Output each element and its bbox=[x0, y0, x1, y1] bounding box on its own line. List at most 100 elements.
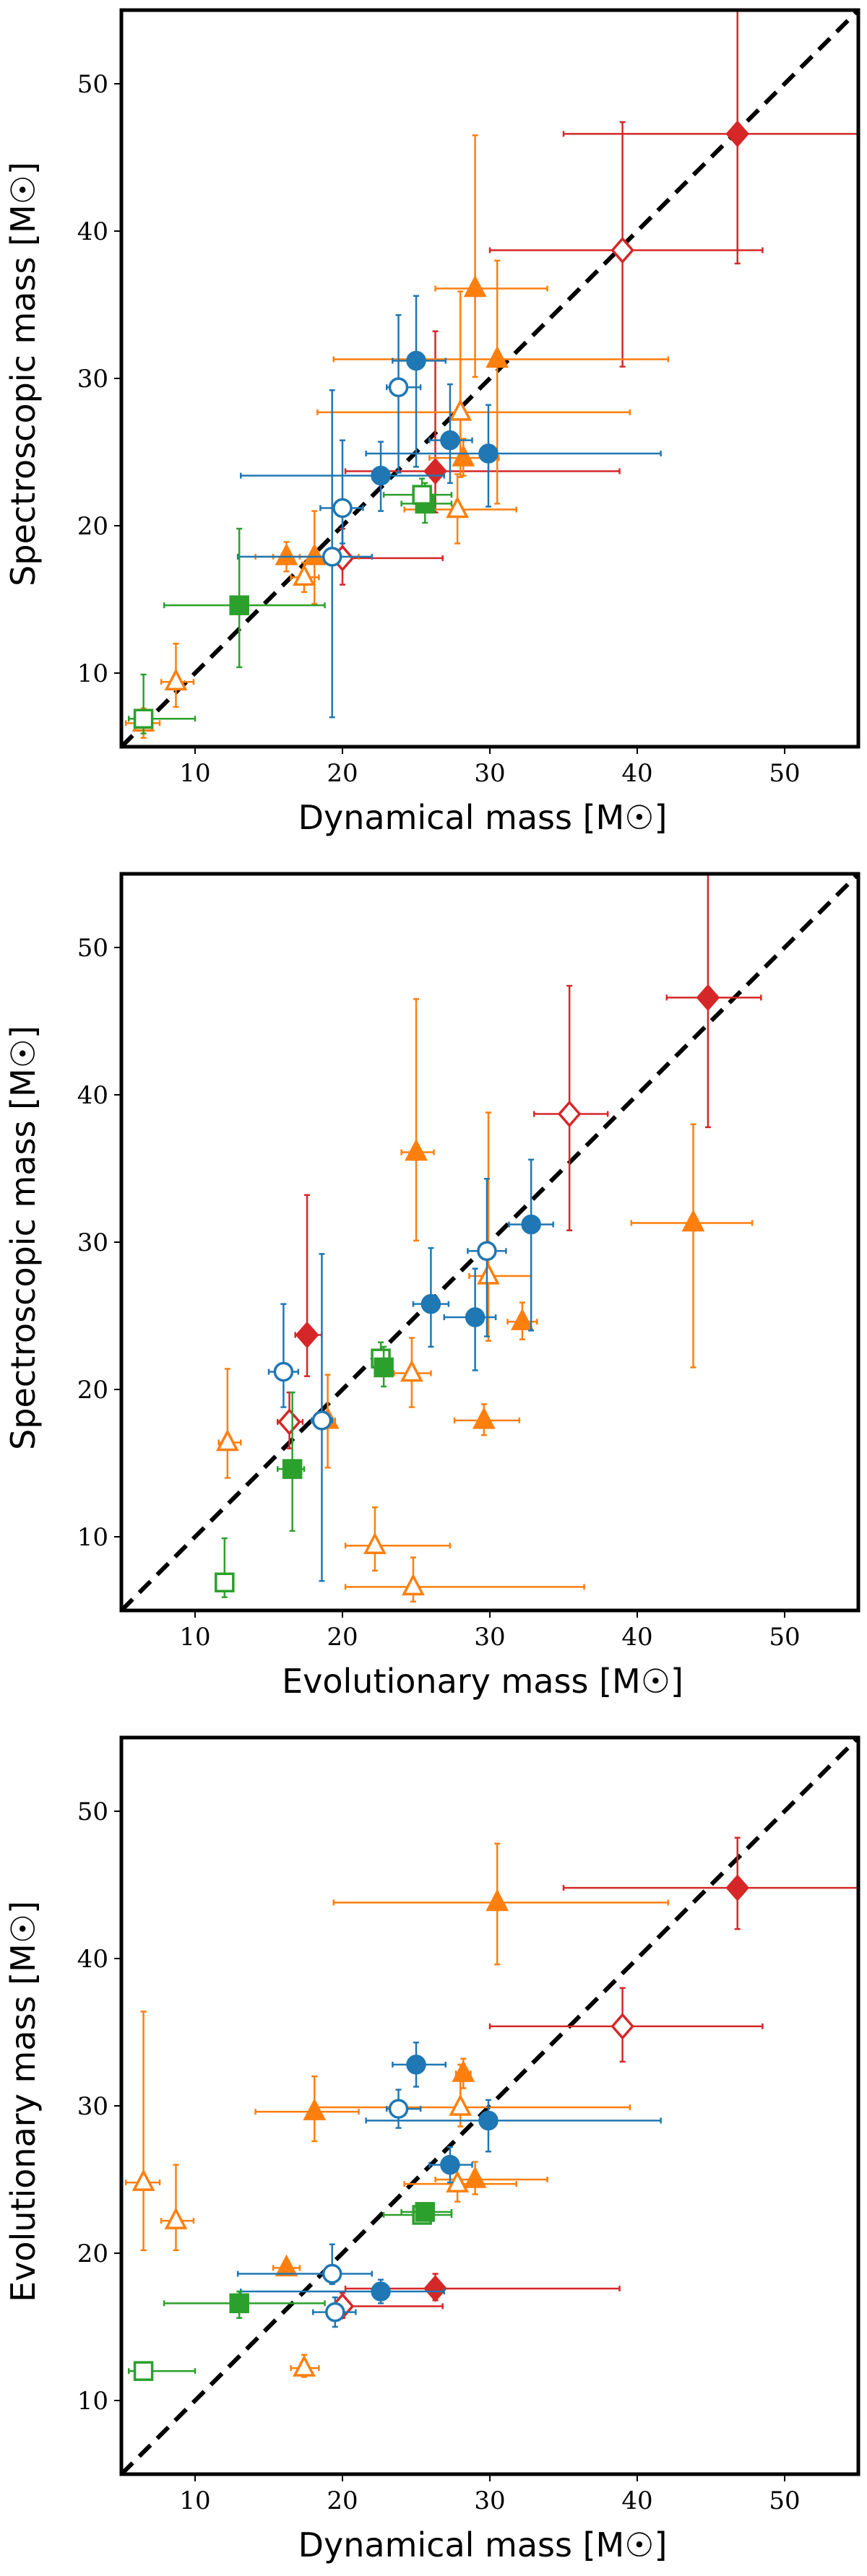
triangle-marker bbox=[275, 543, 298, 565]
square-marker bbox=[215, 1572, 235, 1592]
panel-2-point-blue-circle-open bbox=[467, 1178, 507, 1337]
panel-1-point-orange-triangle-open bbox=[290, 561, 320, 594]
panel-3-x-tick-label-50: 50 bbox=[769, 2486, 800, 2515]
panel-2-point-orange-triangle-filled bbox=[400, 998, 435, 1242]
panel-2-point-blue-circle-open bbox=[267, 1303, 300, 1408]
triangle-marker bbox=[275, 2254, 298, 2277]
circle-marker bbox=[371, 2281, 391, 2302]
square-marker bbox=[229, 2293, 249, 2314]
panel-3-point-blue-circle-filled bbox=[392, 2042, 447, 2088]
panel-3-one-to-one-line bbox=[121, 1738, 858, 2474]
panel-2-point-orange-triangle-open bbox=[344, 1556, 585, 1603]
panel-1-point-green-square-filled bbox=[163, 527, 326, 669]
panel-2-point-blue-circle-open bbox=[310, 1253, 333, 1582]
diamond-marker bbox=[295, 1321, 319, 1349]
triangle-marker bbox=[402, 1573, 425, 1596]
panel-2-x-tick-label-20: 20 bbox=[327, 1623, 358, 1652]
panel-1-y-tick-label-50: 50 bbox=[77, 70, 108, 99]
panel-2-point-green-square-filled bbox=[374, 1345, 394, 1388]
panel-3-x-axis-title: Dynamical mass [M☉] bbox=[298, 2525, 668, 2564]
panel-2-y-axis-title: Spectroscopic mass [M☉] bbox=[4, 1025, 43, 1450]
diamond-marker bbox=[611, 236, 634, 264]
diamond-marker bbox=[277, 1408, 301, 1436]
square-marker bbox=[133, 2361, 154, 2381]
panel-3-point-orange-triangle-filled bbox=[272, 2254, 301, 2277]
panel-2-point-red-diamond-open bbox=[276, 1391, 304, 1449]
panel-3-point-blue-circle-open bbox=[385, 2089, 422, 2129]
triangle-marker bbox=[510, 1308, 534, 1330]
panel-3-point-blue-circle-open bbox=[311, 2296, 357, 2328]
circle-marker bbox=[440, 2154, 460, 2175]
panel-3-point-orange-triangle-filled bbox=[254, 2075, 360, 2143]
panel-2-plot-area bbox=[121, 874, 858, 1610]
circle-marker bbox=[478, 443, 499, 464]
panel-3-point-red-diamond-filled bbox=[562, 1836, 858, 1930]
panel-1-x-tick-label-20: 20 bbox=[327, 759, 358, 788]
panel-3-point-red-diamond-open bbox=[488, 1987, 764, 2063]
panel-3-point-orange-triangle-open bbox=[316, 2063, 631, 2128]
panel-3-point-blue-circle-filled bbox=[239, 2278, 446, 2304]
panel-1-point-orange-triangle-open bbox=[160, 642, 195, 708]
triangle-marker bbox=[463, 2166, 487, 2188]
diamond-marker bbox=[725, 120, 750, 148]
panel-2-x-tick-label-40: 40 bbox=[621, 1623, 652, 1652]
panel-1-y-tick-label-10: 10 bbox=[77, 659, 108, 688]
triangle-marker bbox=[472, 1407, 496, 1429]
panel-3-x-tick-label-40: 40 bbox=[621, 2486, 652, 2515]
triangle-marker bbox=[164, 2207, 188, 2229]
triangle-marker bbox=[405, 1138, 428, 1161]
panel-3-point-blue-circle-filled bbox=[365, 2099, 662, 2153]
panel-1-point-blue-circle-filled bbox=[392, 295, 447, 468]
panel-2-point-red-diamond-filled bbox=[294, 1194, 323, 1377]
triangle-marker bbox=[303, 543, 327, 565]
panel-1-point-green-square-open bbox=[382, 477, 453, 511]
panel-1-point-blue-circle-open bbox=[385, 314, 422, 474]
circle-marker bbox=[521, 1214, 541, 1235]
panel-3-y-tick-label-40: 40 bbox=[77, 1945, 108, 1974]
triangle-marker bbox=[452, 444, 475, 467]
circle-marker bbox=[371, 465, 391, 486]
triangle-marker bbox=[293, 2354, 316, 2377]
panel-1-y-axis-title: Spectroscopic mass [M☉] bbox=[4, 162, 43, 586]
triangle-marker bbox=[449, 2094, 473, 2116]
diamond-marker bbox=[557, 1100, 582, 1128]
panel-1-y-tick-label-20: 20 bbox=[77, 512, 108, 541]
triangle-marker bbox=[215, 1428, 239, 1452]
panel-3-point-green-square-filled bbox=[163, 2290, 326, 2320]
panel-1-point-blue-circle-filled bbox=[428, 383, 473, 485]
panel-2-x-tick-label-30: 30 bbox=[474, 1623, 505, 1652]
circle-marker bbox=[322, 2263, 342, 2284]
panel-dynamical-vs-spectroscopic: Dynamical mass [M☉] Spectroscopic mass [… bbox=[4, 8, 860, 837]
triangle-marker bbox=[446, 495, 470, 519]
diamond-marker bbox=[725, 1874, 750, 1901]
triangle-marker bbox=[293, 563, 316, 586]
panel-2-y-tick-label-10: 10 bbox=[77, 1523, 108, 1552]
panel-1-point-blue-circle-filled bbox=[365, 404, 662, 508]
panel-1-x-tick-label-40: 40 bbox=[621, 759, 652, 788]
panel-2-y-tick-label-50: 50 bbox=[77, 934, 108, 963]
circle-marker bbox=[388, 377, 409, 397]
triangle-marker bbox=[363, 1532, 387, 1554]
panel-2-point-red-diamond-open bbox=[532, 984, 609, 1231]
panel-3-point-blue-circle-open bbox=[236, 2243, 374, 2286]
panel-1-point-blue-circle-open bbox=[236, 389, 374, 719]
panel-3-y-tick-label-50: 50 bbox=[77, 1797, 108, 1826]
panel-1-point-orange-triangle-filled bbox=[434, 134, 548, 378]
panel-1-x-tick-label-50: 50 bbox=[769, 759, 800, 788]
triangle-marker bbox=[400, 1359, 423, 1382]
panel-3-y-axis-title: Evolutionary mass [M☉] bbox=[4, 1901, 43, 2302]
circle-marker bbox=[465, 1307, 486, 1327]
square-marker bbox=[412, 485, 432, 505]
circle-marker bbox=[332, 498, 353, 519]
panel-1-one-to-one-line bbox=[121, 10, 858, 747]
panel-2-point-orange-triangle-open bbox=[215, 1368, 242, 1479]
panel-3-point-orange-triangle-open bbox=[160, 2164, 195, 2252]
panel-3-point-green-square-filled bbox=[400, 2202, 453, 2222]
circle-marker bbox=[478, 2110, 499, 2131]
panel-3-y-tick-label-30: 30 bbox=[77, 2092, 108, 2121]
panel-3-point-orange-triangle-filled bbox=[332, 1842, 670, 1966]
circle-marker bbox=[273, 1361, 294, 1382]
panel-1-plot-area bbox=[121, 10, 858, 747]
circle-marker bbox=[477, 1241, 497, 1261]
circle-marker bbox=[388, 2099, 409, 2119]
